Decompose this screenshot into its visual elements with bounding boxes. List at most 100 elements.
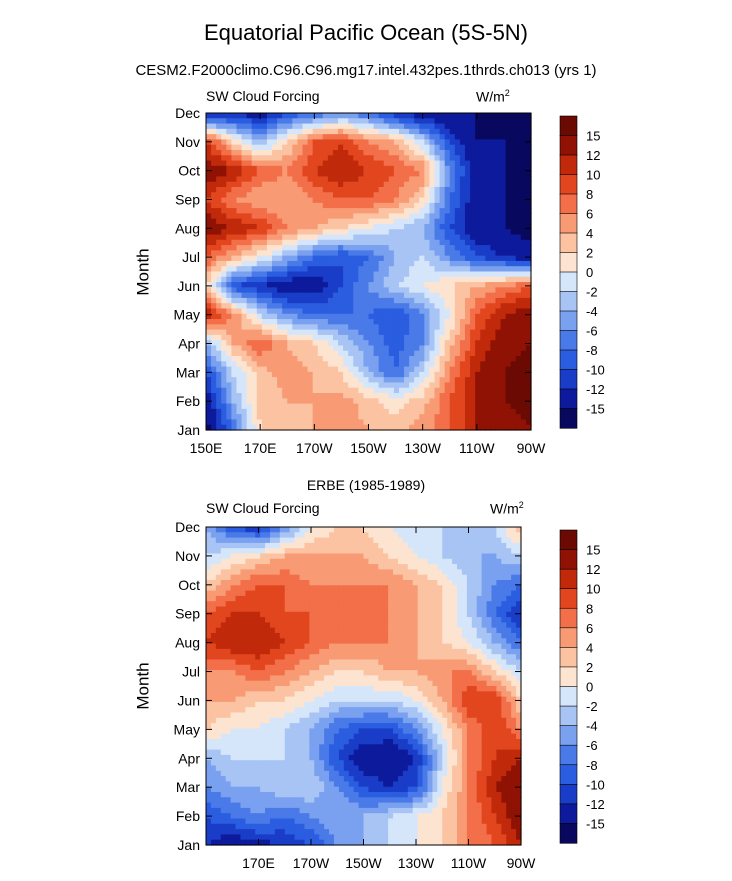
heatmap-cell: [282, 245, 288, 251]
heatmap-cell: [292, 377, 299, 384]
heatmap-cell: [434, 118, 441, 125]
heatmap-cell: [332, 303, 339, 310]
heatmap-cell: [419, 340, 425, 347]
heatmap-cell: [511, 580, 517, 586]
heatmap-cell: [368, 171, 375, 177]
heatmap-cell: [302, 271, 309, 278]
heatmap-cell: [424, 139, 431, 146]
heatmap-cell: [261, 387, 268, 394]
heatmap-cell: [307, 297, 314, 304]
heatmap-cell: [442, 564, 448, 570]
heatmap-cell: [353, 192, 359, 199]
heatmap-cell: [444, 356, 451, 362]
heatmap-cell: [393, 414, 400, 421]
heatmap-cell: [236, 340, 243, 347]
heatmap-cell: [312, 393, 319, 399]
heatmap-cell: [256, 176, 263, 183]
heatmap-cell: [348, 527, 355, 533]
heatmap-cell: [282, 356, 288, 362]
heatmap-cell: [216, 239, 222, 246]
heatmap-cell: [302, 414, 309, 421]
heatmap-cell: [506, 542, 512, 549]
heatmap-cell: [466, 590, 473, 597]
heatmap-cell: [348, 371, 354, 378]
heatmap-cell: [464, 197, 471, 204]
heatmap-cell: [466, 553, 473, 560]
heatmap-cell: [383, 553, 389, 560]
heatmap-cell: [256, 118, 263, 125]
heatmap-cell: [236, 218, 243, 225]
heatmap-cell: [348, 260, 354, 267]
heatmap-cell: [393, 527, 399, 533]
heatmap-cell: [505, 308, 512, 315]
heatmap-cell: [206, 292, 212, 299]
heatmap-cell: [251, 271, 258, 278]
heatmap-cell: [358, 324, 365, 331]
heatmap-cell: [464, 250, 471, 257]
heatmap-cell: [515, 313, 522, 320]
heatmap-cell: [368, 165, 375, 172]
heatmap-cell: [277, 239, 283, 246]
heatmap-cell: [434, 176, 441, 183]
heatmap-cell: [292, 192, 299, 199]
heatmap-cell: [231, 266, 238, 273]
heatmap-cell: [424, 319, 431, 325]
heatmap-cell: [500, 414, 507, 421]
heatmap-cell: [231, 234, 238, 241]
heatmap-cell: [485, 171, 491, 177]
heatmap-cell: [407, 590, 414, 597]
heatmap-cell: [496, 553, 502, 560]
heatmap-cell: [505, 403, 512, 410]
heatmap-cell: [368, 176, 375, 183]
heatmap-cell: [480, 308, 486, 315]
heatmap-cell: [373, 123, 380, 130]
heatmap-cell: [496, 595, 502, 602]
heatmap-cell: [324, 611, 330, 618]
heatmap-cell: [225, 580, 232, 586]
heatmap-cell: [292, 387, 299, 394]
heatmap-cell: [424, 377, 431, 384]
heatmap-cell: [500, 128, 507, 135]
heatmap-cell: [437, 606, 443, 613]
heatmap-cell: [343, 218, 349, 225]
heatmap-cell: [409, 403, 415, 410]
heatmap-cell: [211, 271, 217, 278]
heatmap-cell: [388, 139, 395, 146]
heatmap-cell: [206, 329, 212, 336]
heatmap-cell: [373, 303, 380, 310]
heatmap-cell: [505, 282, 512, 288]
heatmap-cell: [231, 144, 238, 151]
heatmap-cell: [251, 165, 258, 172]
heatmap-cell: [412, 542, 419, 549]
heatmap-cell: [485, 186, 491, 193]
heatmap-cell: [302, 419, 309, 426]
heatmap-cell: [332, 403, 339, 410]
heatmap-cell: [373, 382, 380, 389]
heatmap-cell: [317, 245, 324, 251]
heatmap-cell: [241, 398, 248, 405]
heatmap-cell: [404, 245, 410, 251]
heatmap-cell: [261, 393, 268, 399]
heatmap-cell: [226, 350, 232, 357]
heatmap-cell: [368, 276, 375, 283]
heatmap-cell: [338, 527, 345, 533]
heatmap-cell: [459, 329, 466, 336]
heatmap-cell: [525, 292, 532, 299]
heatmap-cell: [353, 128, 359, 135]
heatmap-cell: [348, 181, 354, 188]
heatmap-cell: [368, 606, 374, 613]
heatmap-cell: [216, 303, 222, 310]
heatmap-cell: [404, 202, 410, 209]
heatmap-cell: [216, 186, 222, 193]
heatmap-cell: [444, 419, 451, 426]
heatmap-cell: [378, 134, 385, 141]
heatmap-cell: [250, 553, 256, 560]
heatmap-cell: [414, 239, 420, 246]
heatmap-cell: [459, 239, 466, 246]
heatmap-cell: [515, 382, 522, 389]
heatmap-cell: [404, 340, 410, 347]
heatmap-cell: [343, 245, 349, 251]
heatmap-cell: [506, 580, 512, 586]
heatmap-cell: [414, 356, 420, 362]
heatmap-cell: [206, 606, 212, 613]
